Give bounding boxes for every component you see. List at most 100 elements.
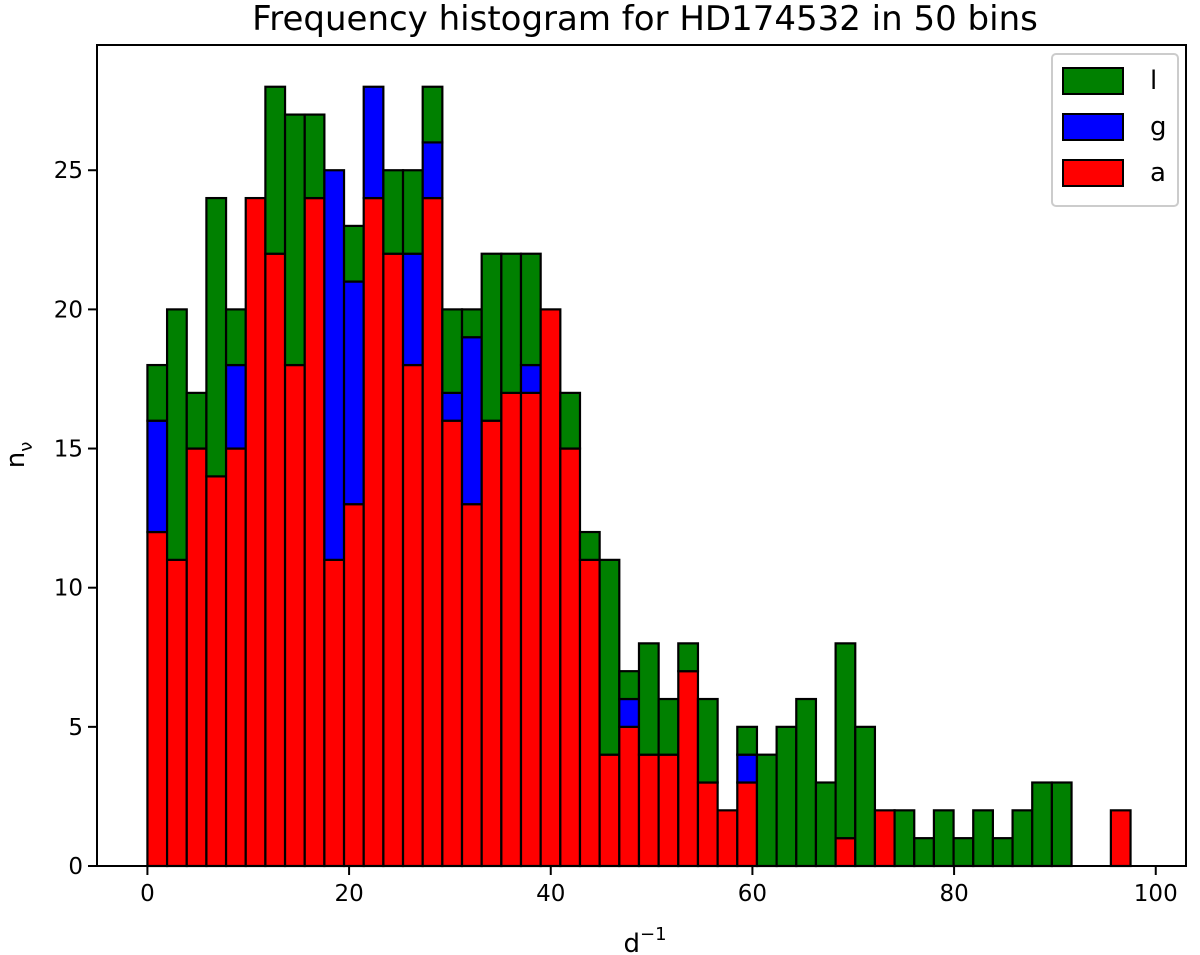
- bar-a-bin-17: [480, 419, 503, 868]
- bar-l-bin-23: [598, 558, 621, 756]
- bar-a-bin-13: [401, 363, 424, 868]
- bar-a-bin-30: [736, 781, 759, 868]
- bar-l-bin-15: [441, 308, 464, 394]
- bar-a-bin-6: [264, 252, 287, 868]
- bar-a-bin-2: [185, 447, 208, 868]
- bar-a-bin-19: [519, 391, 542, 868]
- y-tick-label: 25: [54, 158, 83, 184]
- y-axis-label-base: n: [1, 452, 31, 468]
- bar-a-bin-27: [677, 670, 700, 868]
- bar-a-bin-11: [362, 196, 385, 868]
- bar-a-bin-10: [342, 503, 365, 868]
- bar-a-bin-25: [637, 753, 660, 868]
- x-tick-label: 80: [939, 881, 968, 907]
- x-tick-label: 100: [1134, 881, 1178, 907]
- x-tick-label: 20: [334, 881, 363, 907]
- bar-a-bin-35: [834, 837, 857, 868]
- x-axis-label: d−1: [623, 924, 666, 955]
- bar-a-bin-29: [716, 809, 739, 868]
- bar-a-bin-5: [244, 196, 267, 868]
- bar-l-bin-12: [382, 169, 405, 255]
- bar-g-bin-13: [401, 252, 424, 367]
- bar-g-bin-9: [323, 169, 346, 561]
- bar-a-bin-12: [382, 252, 405, 868]
- bar-l-bin-6: [264, 85, 287, 255]
- legend-swatch-g: [1062, 113, 1124, 141]
- legend: lga: [1051, 53, 1179, 207]
- bar-a-bin-37: [873, 809, 896, 868]
- y-tick-label: 0: [68, 854, 83, 880]
- bar-l-bin-28: [696, 697, 719, 784]
- bar-l-bin-3: [205, 196, 228, 478]
- bar-a-bin-28: [696, 781, 719, 868]
- bar-a-bin-7: [283, 363, 306, 868]
- bar-l-bin-2: [185, 391, 208, 450]
- bar-l-bin-44: [1011, 809, 1034, 868]
- bar-l-bin-45: [1031, 781, 1053, 868]
- x-axis-label-superscript: −1: [640, 924, 667, 945]
- bar-l-bin-42: [972, 809, 994, 868]
- bar-l-bin-33: [795, 697, 818, 868]
- y-tick-label: 5: [68, 715, 83, 741]
- bar-l-bin-43: [991, 837, 1014, 868]
- bar-l-bin-36: [854, 725, 877, 868]
- bar-l-bin-19: [519, 252, 542, 367]
- x-tick-label: 60: [738, 881, 767, 907]
- x-tick-label: 0: [140, 881, 155, 907]
- plot-frame: [96, 44, 1187, 867]
- legend-label-g: g: [1150, 112, 1167, 142]
- bar-a-bin-23: [598, 753, 621, 868]
- bar-l-bin-17: [480, 252, 503, 422]
- bar-l-bin-4: [224, 308, 247, 367]
- bar-g-bin-15: [441, 391, 464, 422]
- bar-a-bin-14: [421, 196, 444, 868]
- bar-l-bin-14: [421, 85, 444, 144]
- bar-g-bin-10: [342, 280, 365, 506]
- legend-swatch-l: [1062, 67, 1124, 95]
- y-axis-label: nν: [1, 442, 37, 469]
- y-axis-label-subscript: ν: [16, 442, 37, 452]
- bar-a-bin-49: [1109, 809, 1132, 868]
- x-tick-label: 40: [536, 881, 565, 907]
- legend-label-l: l: [1150, 66, 1157, 96]
- bar-l-bin-34: [814, 781, 837, 868]
- bar-a-bin-15: [441, 419, 464, 868]
- bar-g-bin-16: [460, 336, 483, 506]
- bar-l-bin-40: [932, 809, 955, 868]
- bar-a-bin-16: [460, 503, 483, 868]
- bar-l-bin-1: [165, 308, 188, 561]
- bar-a-bin-21: [559, 447, 582, 868]
- bar-l-bin-16: [460, 308, 483, 339]
- bar-g-bin-19: [519, 363, 542, 394]
- bar-a-bin-3: [205, 475, 228, 868]
- bar-a-bin-24: [618, 725, 641, 868]
- y-axis: 0 5 10 15 20 25: [54, 158, 97, 880]
- bar-l-bin-22: [578, 530, 601, 561]
- bar-g-bin-11: [362, 85, 385, 200]
- bar-l-bin-38: [893, 809, 916, 868]
- bar-l-bin-27: [677, 642, 700, 673]
- bar-l-bin-31: [755, 753, 778, 868]
- bar-l-bin-8: [303, 113, 326, 200]
- bar-a-bin-20: [539, 308, 562, 868]
- x-axis-label-base: d: [623, 929, 640, 955]
- bar-a-bin-8: [303, 196, 326, 868]
- bar-l-bin-41: [952, 837, 975, 868]
- bar-l-bin-0: [146, 363, 169, 422]
- bar-l-bin-26: [657, 697, 680, 756]
- bar-l-bin-35: [834, 642, 857, 840]
- bar-a-bin-1: [165, 558, 188, 868]
- bar-g-bin-30: [736, 753, 759, 784]
- bar-g-bin-24: [618, 697, 641, 728]
- bar-l-bin-10: [342, 224, 365, 283]
- bar-a-bin-9: [323, 558, 346, 868]
- bar-a-bin-0: [146, 530, 169, 868]
- bar-l-bin-21: [559, 391, 582, 450]
- bar-a-bin-4: [224, 447, 247, 868]
- bar-g-bin-0: [146, 419, 169, 534]
- bar-a-bin-18: [500, 391, 523, 868]
- x-axis: 0 20 40 60 80 100: [140, 866, 1178, 907]
- bar-l-bin-13: [401, 169, 424, 255]
- chart-title: Frequency histogram for HD174532 in 50 b…: [252, 0, 1038, 39]
